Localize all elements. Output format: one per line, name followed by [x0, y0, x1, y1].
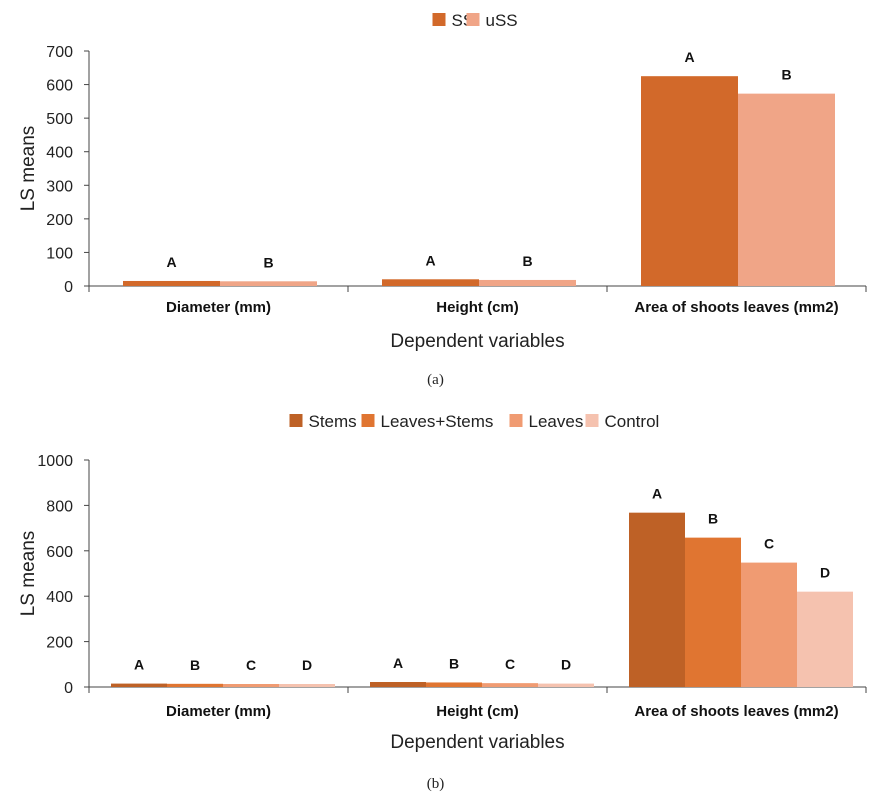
y-axis-title: LS means [18, 126, 39, 212]
significance-letter: D [561, 657, 571, 673]
panel-label: (a) [427, 372, 444, 388]
bar [479, 279, 576, 286]
bar [279, 684, 335, 687]
y-tick-label: 100 [46, 245, 73, 262]
significance-letter: B [190, 657, 200, 673]
bar [382, 279, 479, 286]
bar [629, 512, 685, 687]
significance-letter: B [708, 511, 718, 527]
x-axis-title: Dependent variables [390, 331, 564, 352]
significance-letter: C [764, 536, 774, 552]
significance-letter: D [302, 657, 312, 673]
significance-letter: A [393, 655, 403, 671]
legend-swatch [361, 414, 375, 427]
y-tick-label: 0 [64, 680, 73, 697]
significance-letter: A [652, 486, 662, 502]
x-axis-title: Dependent variables [390, 732, 564, 753]
bar [223, 684, 279, 687]
panel-label: (b) [427, 776, 445, 792]
y-tick-label: 600 [46, 78, 73, 95]
significance-letter: C [246, 657, 256, 673]
y-tick-label: 200 [46, 635, 73, 652]
bar [685, 537, 741, 687]
x-category-label: Area of shoots leaves (mm2) [634, 703, 838, 720]
significance-letter: B [781, 67, 791, 83]
y-tick-label: 800 [46, 498, 73, 515]
x-category-label: Height (cm) [436, 299, 519, 316]
y-tick-label: 1000 [37, 453, 73, 470]
legend-swatch [585, 414, 599, 427]
bar [641, 76, 738, 286]
y-axis-title: LS means [18, 531, 39, 617]
x-category-label: Area of shoots leaves (mm2) [634, 299, 838, 316]
y-tick-label: 500 [46, 111, 73, 128]
bar [167, 683, 223, 687]
legend-label: Control [605, 412, 660, 431]
legend-swatch [509, 414, 523, 427]
bar [741, 562, 797, 687]
y-tick-label: 0 [64, 279, 73, 296]
legend-label: Leaves+Stems [381, 412, 494, 431]
y-tick-label: 300 [46, 178, 73, 195]
significance-letter: C [505, 656, 515, 672]
significance-letter: A [166, 254, 176, 270]
legend-swatch [289, 414, 303, 427]
bar [482, 683, 538, 687]
bar [738, 93, 835, 286]
bar [426, 682, 482, 687]
x-category-label: Diameter (mm) [166, 299, 271, 316]
y-tick-label: 400 [46, 589, 73, 606]
x-category-label: Diameter (mm) [166, 703, 271, 720]
bar [220, 281, 317, 286]
significance-letter: D [820, 565, 830, 581]
significance-letter: B [263, 254, 273, 270]
y-tick-label: 600 [46, 544, 73, 561]
significance-letter: A [684, 49, 694, 65]
significance-letter: A [134, 657, 144, 673]
bar [123, 280, 220, 286]
legend-label: Leaves [529, 412, 584, 431]
legend-label: Stems [309, 412, 357, 431]
bar [797, 591, 853, 687]
legend-label: uSS [486, 11, 518, 30]
bar [370, 682, 426, 687]
bar [111, 683, 167, 687]
y-tick-label: 400 [46, 145, 73, 162]
x-category-label: Height (cm) [436, 703, 519, 720]
y-tick-label: 700 [46, 44, 73, 61]
significance-letter: B [449, 655, 459, 671]
legend-swatch [466, 13, 480, 26]
legend-swatch [432, 13, 446, 26]
y-tick-label: 200 [46, 212, 73, 229]
bar [538, 683, 594, 687]
significance-letter: A [425, 252, 435, 268]
significance-letter: B [522, 253, 532, 269]
